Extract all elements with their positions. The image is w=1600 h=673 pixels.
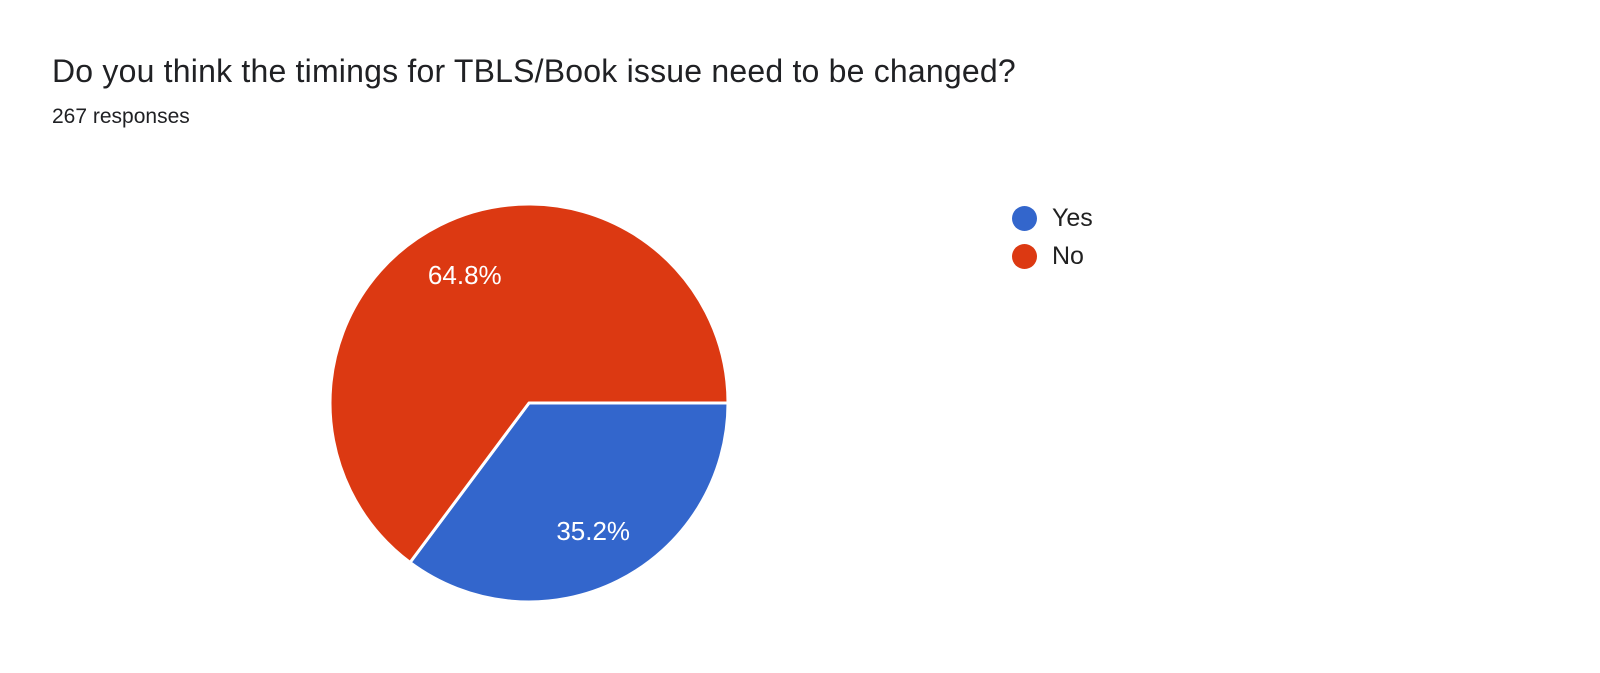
question-title: Do you think the timings for TBLS/Book i… — [52, 53, 1016, 89]
pie-label-yes: 35.2% — [556, 516, 630, 546]
pie-chart: 64.8% 35.2% — [328, 202, 730, 604]
legend-swatch-yes-icon — [1012, 206, 1037, 231]
pie-label-no: 64.8% — [428, 260, 502, 290]
legend-label-yes: Yes — [1052, 204, 1093, 232]
legend-item-yes: Yes — [1012, 206, 1093, 231]
pie-slice-yes[interactable] — [408, 401, 730, 604]
legend-swatch-no-icon — [1012, 244, 1037, 269]
legend-item-no: No — [1012, 244, 1093, 269]
chart-legend: Yes No — [1012, 206, 1093, 269]
responses-count: 267 responses — [52, 105, 190, 128]
pie-slice-no[interactable] — [328, 202, 730, 565]
legend-label-no: No — [1052, 242, 1084, 270]
